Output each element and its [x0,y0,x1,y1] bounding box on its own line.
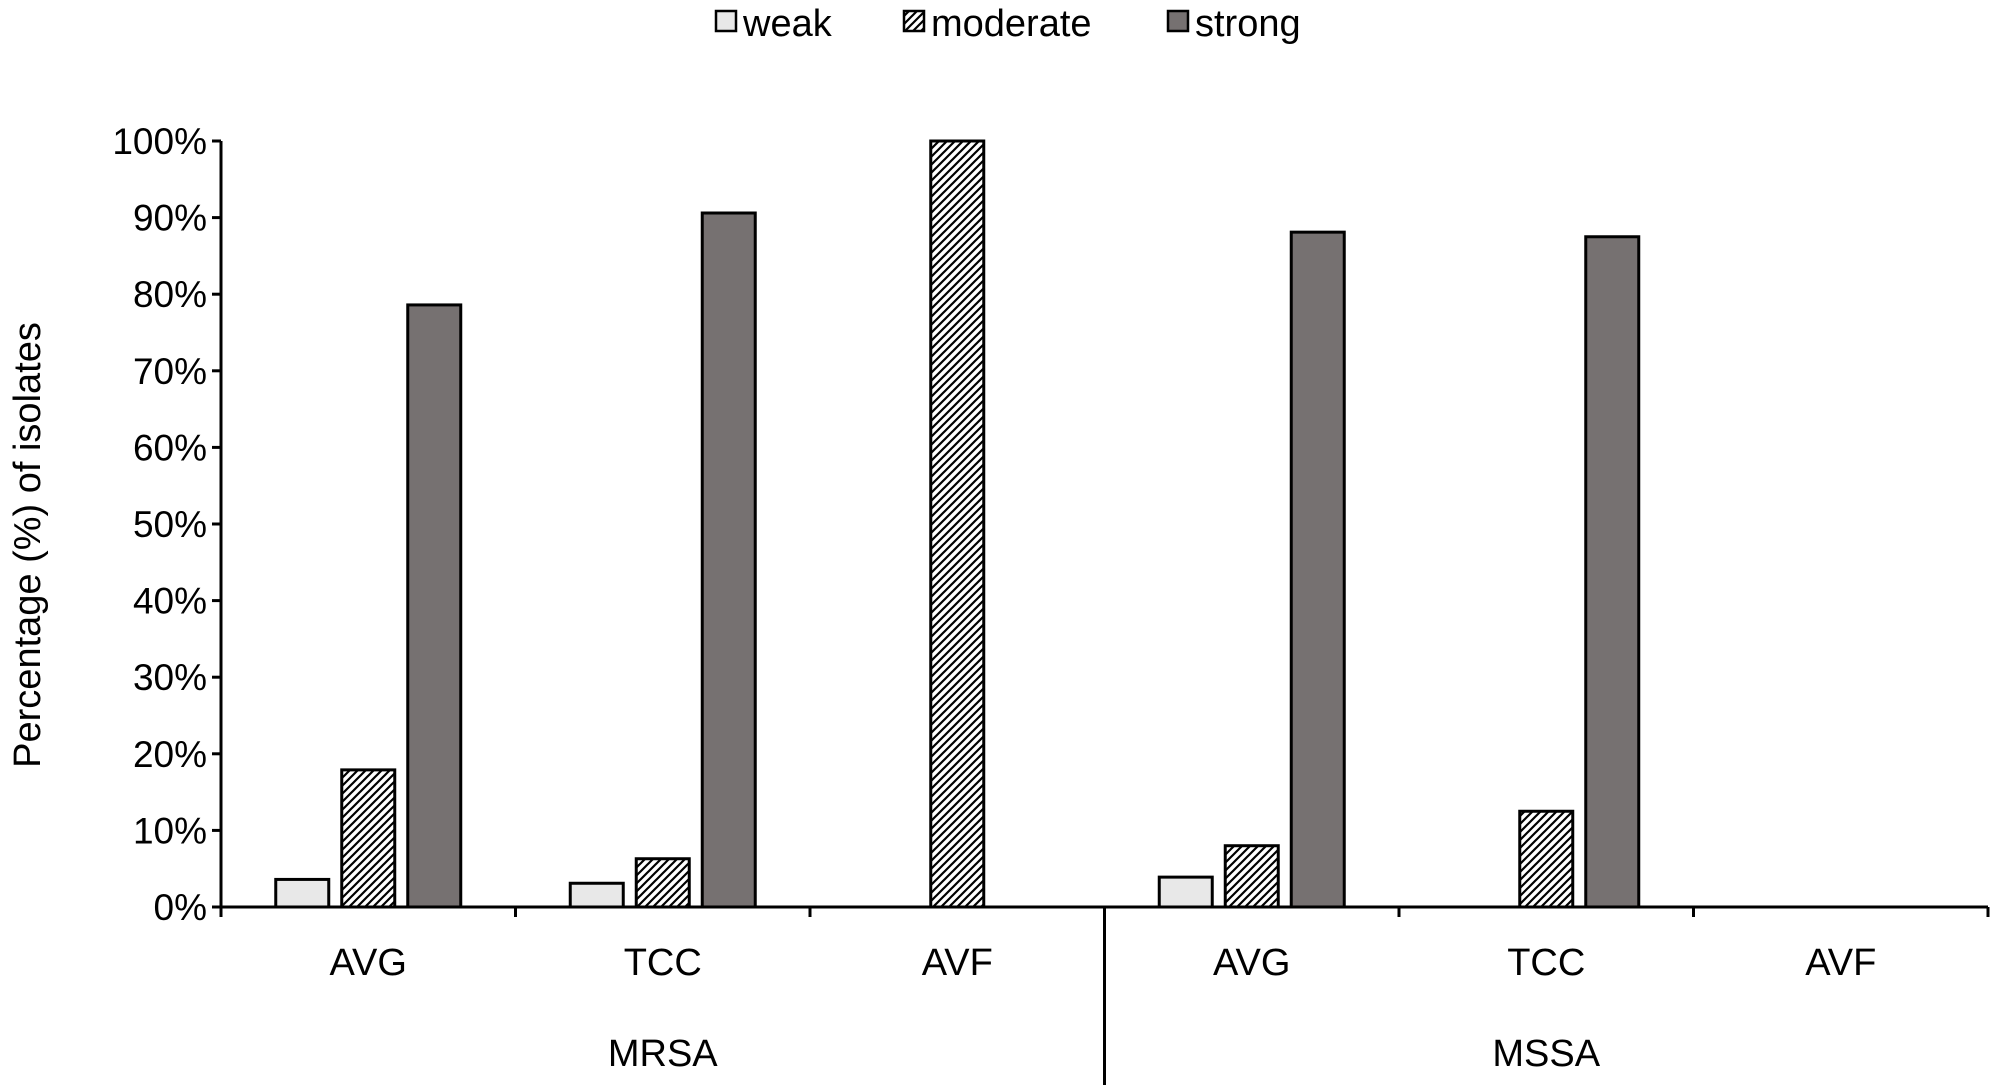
bar-moderate [1518,809,1575,909]
bar-strong [406,303,463,909]
x-category-label: TCC [1507,942,1585,984]
y-tick-label: 50% [133,504,207,545]
y-tick-label: 0% [154,887,207,928]
bar-moderate [1223,844,1280,909]
x-category-label: TCC [624,942,702,984]
legend-swatch-weak [714,9,738,33]
bar-weak [274,877,331,909]
y-tick-label: 80% [133,274,207,315]
bar-weak [1157,875,1214,909]
bar-moderate [929,139,986,909]
x-group-label: MRSA [608,1033,718,1075]
y-axis-label: Percentage (%) of isolates [7,322,49,768]
legend-label-moderate: moderate [931,3,1092,45]
bar-strong [1584,235,1641,909]
x-category-label: AVF [1805,942,1876,984]
x-category-label: AVF [922,942,993,984]
y-tick-label: 30% [133,657,207,698]
y-tick-label: 60% [133,427,207,468]
bar-moderate [634,857,691,909]
x-category-label: AVG [330,942,407,984]
y-tick-label: 90% [133,198,207,239]
y-tick-label: 20% [133,734,207,775]
y-tick-label: 70% [133,351,207,392]
bar-moderate [340,768,397,909]
x-group-label: MSSA [1492,1033,1600,1075]
legend-swatch-strong [1166,9,1190,33]
x-category-label: AVG [1213,942,1290,984]
bar-strong [1289,230,1346,909]
y-tick-label: 100% [112,121,207,162]
legend: weak moderate strong [714,3,1301,45]
legend-label-weak: weak [742,3,833,45]
legend-swatch-moderate [902,9,926,33]
legend-label-strong: strong [1195,3,1301,45]
y-tick-label: 10% [133,810,207,851]
bar-weak [568,881,625,909]
bar-strong [700,211,757,909]
y-tick-label: 40% [133,581,207,622]
